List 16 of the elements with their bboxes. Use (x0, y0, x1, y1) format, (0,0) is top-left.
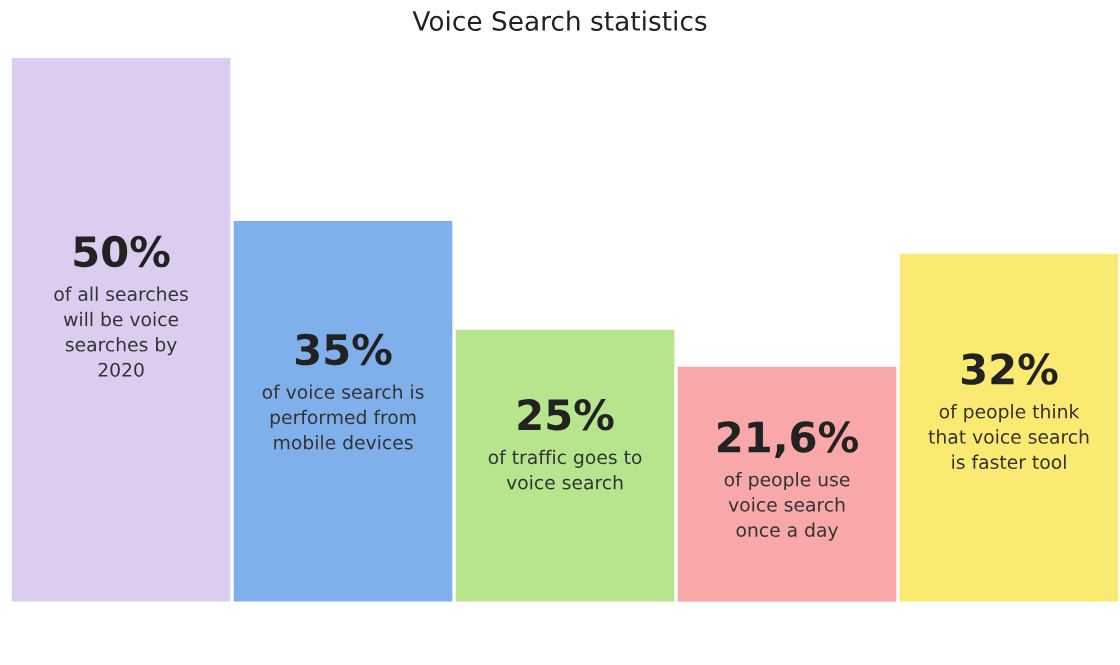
bar (677, 366, 897, 602)
x-tick-label: of people think that voice search is faster tool (928, 404, 1089, 470)
bar (11, 57, 231, 602)
data-label: 21,6% (718, 421, 858, 459)
x-tick-label: of traffic goes to voice search (488, 449, 642, 490)
x-tick-label: of all searches will be voice searches by 2020 (54, 286, 188, 377)
data-label: 35% (295, 333, 392, 366)
x-tick-label: of people use voice search once a day (724, 471, 850, 541)
bar (233, 221, 453, 602)
chart-title: Voice Search statistics (412, 10, 707, 31)
data-label: 50% (74, 235, 170, 268)
x-tick-label: of voice search is performed from mobile devices (262, 384, 424, 450)
data-label: 32% (961, 353, 1058, 385)
bar (899, 253, 1119, 602)
bar (455, 329, 675, 602)
data-label: 25% (518, 399, 614, 431)
